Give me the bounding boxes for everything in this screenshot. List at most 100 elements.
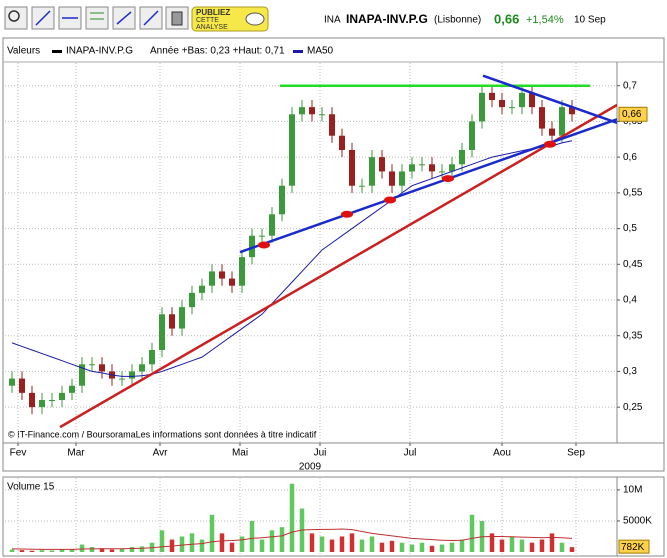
- candle-body: [379, 157, 385, 172]
- price-panel: [2, 37, 665, 472]
- year-label: 2009: [299, 462, 322, 473]
- publish-icon: [245, 12, 265, 26]
- candle-body: [139, 364, 145, 372]
- publish-text: PUBLIEZ: [196, 8, 230, 17]
- volume-bar: [309, 533, 315, 552]
- candle-body: [169, 314, 175, 329]
- volume-bar: [219, 533, 225, 552]
- candle-body: [399, 171, 405, 186]
- parallel-icon: [143, 10, 159, 26]
- volume-title: Volume 15: [7, 482, 55, 493]
- toolbar: PUBLIEZ CETTE ANALYSE: [4, 6, 269, 32]
- candle-body: [69, 385, 75, 393]
- candle-body: [159, 314, 165, 350]
- trend-line: [482, 74, 617, 125]
- volume-bar: [129, 547, 135, 552]
- candle-body: [479, 92, 485, 122]
- legend-entry: MA50: [307, 46, 334, 57]
- volume-bar: [549, 533, 555, 552]
- legend-entry: INAPA-INV.P.G: [66, 46, 133, 57]
- legend-label: Valeurs: [7, 46, 40, 57]
- ma-line: [11, 140, 573, 377]
- candle-body: [49, 400, 55, 401]
- candle-body: [269, 214, 275, 236]
- volume-bar: [469, 514, 475, 552]
- candle-body: [439, 171, 445, 173]
- candle-body: [319, 114, 325, 116]
- volume-bar: [489, 533, 495, 552]
- volume-bar: [459, 539, 465, 552]
- volume-bar: [509, 536, 515, 552]
- y-tick-label: 0,3: [623, 366, 637, 377]
- publish-text: CETTE: [196, 17, 219, 24]
- candle-body: [279, 185, 285, 215]
- candle-body: [499, 100, 505, 108]
- volume-bar: [449, 542, 455, 552]
- candle-body: [339, 135, 345, 150]
- publish-button[interactable]: [191, 6, 269, 32]
- volume-bar: [179, 536, 185, 552]
- quote-date: 10 Sep: [574, 15, 606, 26]
- candle-body: [229, 278, 235, 286]
- candle-body: [519, 92, 525, 108]
- plot-layer: 0,250,30,350,40,450,50,550,60,650,7FevMa…: [5, 63, 652, 556]
- candle-body: [119, 378, 125, 380]
- volume-bar: [19, 550, 25, 552]
- candle-body: [389, 171, 395, 186]
- volume-bar: [369, 536, 375, 552]
- volume-bar: [69, 548, 75, 552]
- volume-bar: [379, 542, 385, 552]
- volume-bar: [409, 544, 415, 552]
- volume-bar: [249, 520, 255, 552]
- candle-body: [469, 121, 475, 150]
- y-tick-label: 10M: [623, 485, 642, 496]
- volume-bar: [279, 527, 285, 552]
- y-tick-label: 0,35: [623, 330, 643, 341]
- candle-body: [209, 271, 215, 286]
- y-tick-label: 0,55: [623, 187, 643, 198]
- volume-bar: [419, 542, 425, 552]
- candle-body: [39, 400, 45, 408]
- zoom-tool[interactable]: [4, 6, 28, 30]
- candle-body: [59, 392, 65, 400]
- candle-body: [539, 107, 545, 129]
- volume-bar: [139, 546, 145, 552]
- candle-body: [559, 107, 565, 136]
- volume-bar: [559, 542, 565, 552]
- volume-bar: [99, 548, 105, 552]
- current-price-box: [618, 106, 648, 122]
- volume-bar: [259, 539, 265, 552]
- zoom-icon: [8, 10, 20, 22]
- candle-body: [409, 164, 415, 172]
- publish-text: ANALYSE: [196, 24, 228, 31]
- pivot-marker: [258, 241, 270, 249]
- volume-bar: [9, 549, 15, 552]
- candle-body: [189, 292, 195, 308]
- x-tick-label: Sep: [567, 448, 585, 459]
- volume-bar: [439, 544, 445, 552]
- x-tick-label: Fev: [10, 448, 27, 459]
- candle-body: [239, 257, 245, 286]
- volume-bar: [519, 539, 525, 552]
- legend-swatch: [52, 50, 62, 53]
- volume-bar: [239, 536, 245, 552]
- x-tick-label: Jui: [314, 448, 327, 459]
- candle-body: [299, 107, 305, 115]
- candle-body: [249, 235, 255, 258]
- volume-bar: [269, 530, 275, 552]
- line-icon: [35, 10, 51, 26]
- ticker-code: INA: [324, 15, 341, 26]
- volume-ma-line: [11, 528, 573, 550]
- trash-icon: [171, 11, 183, 26]
- candle-body: [549, 128, 555, 136]
- fibo-tool[interactable]: [85, 6, 109, 30]
- x-tick-label: Avr: [153, 448, 168, 459]
- volume-bar: [209, 514, 215, 552]
- volume-bar: [289, 483, 295, 552]
- trend-line: [59, 103, 617, 429]
- last-price: 0,66: [494, 11, 519, 26]
- candle-body: [429, 164, 435, 172]
- trend-line: [239, 118, 617, 254]
- volume-bar: [109, 549, 115, 552]
- candle-body: [489, 92, 495, 100]
